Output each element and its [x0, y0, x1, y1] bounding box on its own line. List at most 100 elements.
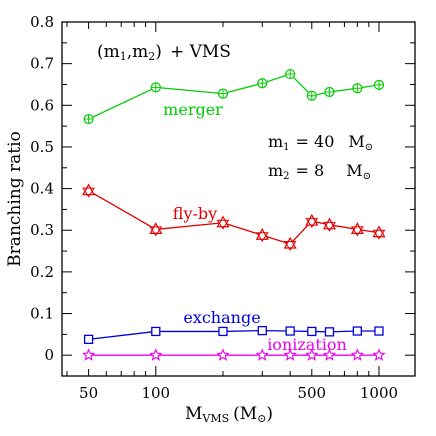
marker-cross	[307, 91, 317, 101]
series-label-merger: merger	[163, 100, 223, 119]
data-point-ionization	[322, 348, 337, 361]
y-tick-label: 0.1	[30, 305, 54, 323]
data-point-ionization	[372, 348, 386, 361]
x-tick-label: 1000	[360, 384, 398, 402]
marker-square	[285, 326, 295, 336]
y-tick-label: 0	[44, 346, 54, 364]
marker-star	[255, 348, 269, 361]
data-point-merger	[352, 83, 363, 94]
x-tick-label: 50	[79, 384, 98, 402]
marker-triangle-inv	[372, 229, 386, 240]
data-point-merger	[257, 78, 268, 89]
marker-star	[322, 348, 337, 361]
marker-triangle-inv	[350, 226, 364, 237]
marker-cross	[151, 82, 161, 92]
marker-square	[151, 326, 161, 337]
marker-triangle-inv	[305, 218, 319, 228]
series-line-merger	[88, 73, 380, 120]
data-point-ionization	[149, 348, 163, 361]
marker-triangle	[305, 213, 319, 226]
x-tick-label: 500	[297, 384, 326, 402]
data-point-fly-by	[322, 217, 336, 232]
marker-triangle-inv	[323, 221, 336, 232]
marker-star	[149, 348, 163, 361]
marker-square	[324, 327, 335, 337]
marker-cross	[218, 89, 228, 99]
y-tick-label: 0.3	[30, 221, 54, 239]
marker-triangle	[82, 183, 96, 196]
marker-cross	[285, 69, 295, 79]
data-point-merger	[306, 90, 317, 101]
marker-star	[372, 348, 386, 361]
marker-square	[307, 326, 317, 337]
marker-cross	[352, 83, 362, 93]
axis-ticks	[62, 21, 415, 377]
plot-frame	[61, 21, 416, 377]
data-point-merger	[83, 113, 94, 125]
y-tick-label: 0.4	[30, 180, 54, 198]
marker-cross	[84, 114, 94, 124]
data-point-merger	[285, 68, 296, 80]
m2-annotation: m2 = 8 M⊙	[268, 161, 371, 182]
marker-cross	[374, 80, 384, 90]
marker-square	[218, 326, 228, 337]
data-point-fly-by	[255, 227, 269, 243]
data-point-exchange	[374, 326, 384, 336]
data-point-merger	[217, 88, 229, 99]
data-point-fly-by	[82, 183, 96, 198]
data-point-fly-by	[305, 213, 319, 228]
y-tick-label: 0.7	[30, 55, 54, 73]
marker-cross	[324, 87, 334, 97]
marker-star	[81, 348, 96, 361]
marker-square	[83, 334, 94, 345]
series-line-fly-by	[88, 190, 380, 245]
marker-square	[257, 325, 267, 336]
data-point-exchange	[151, 326, 161, 337]
marker-triangle-inv	[82, 187, 96, 198]
marker-star	[216, 348, 230, 361]
marker-square	[374, 326, 384, 336]
series-label-fly-by: fly-by	[173, 204, 217, 223]
data-point-ionization	[81, 348, 96, 361]
marker-cross	[257, 78, 267, 88]
data-point-ionization	[350, 348, 364, 361]
series-layer	[81, 68, 386, 361]
x-tick-label: 100	[141, 384, 170, 402]
data-point-ionization	[216, 348, 230, 361]
marker-star	[283, 348, 297, 361]
marker-triangle	[216, 215, 230, 228]
data-point-exchange	[307, 326, 317, 337]
data-point-fly-by	[216, 215, 230, 230]
series-label-ionization: ionization	[267, 335, 347, 354]
data-point-exchange	[324, 327, 335, 337]
marker-triangle-inv	[216, 219, 230, 230]
data-point-merger	[150, 82, 161, 93]
tick-labels: 0 0.1 0.2 0.3 0.4 0.5 0.6 0.7 0.8 50 100 500 1000	[30, 13, 398, 402]
m1-annotation: m1 = 40 M⊙	[268, 132, 373, 153]
marker-square	[352, 326, 363, 336]
data-point-fly-by	[372, 225, 386, 240]
data-point-fly-by	[350, 222, 364, 237]
y-tick-label: 0.8	[30, 13, 54, 31]
y-tick-label: 0.5	[30, 138, 54, 156]
data-point-merger	[373, 79, 385, 90]
marker-triangle-inv	[255, 232, 269, 243]
data-point-exchange	[257, 325, 267, 336]
data-point-ionization	[255, 348, 269, 361]
data-point-merger	[324, 86, 335, 98]
y-tick-label: 0.6	[30, 96, 54, 114]
marker-triangle-inv	[149, 226, 163, 237]
data-point-ionization	[283, 348, 297, 361]
data-point-exchange	[83, 334, 94, 345]
series-label-exchange: exchange	[183, 308, 260, 327]
y-axis-title: Branching ratio	[5, 131, 25, 267]
marker-triangle-inv	[283, 240, 297, 251]
data-point-exchange	[352, 326, 363, 336]
marker-star	[305, 348, 319, 361]
data-point-exchange	[285, 326, 295, 336]
data-point-ionization	[305, 348, 319, 361]
marker-star	[350, 348, 364, 361]
x-axis-title: MVMS (M⊙)	[185, 404, 273, 425]
data-point-exchange	[218, 326, 228, 337]
